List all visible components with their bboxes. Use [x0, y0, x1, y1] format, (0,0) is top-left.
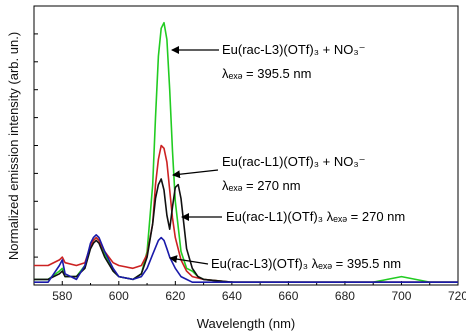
annotation-l1: Eu(rac-L1)(OTf)₃ λₑₓₔ = 270 nm: [181, 209, 405, 224]
x-axis-title: Wavelength (nm): [197, 316, 296, 331]
x-tick-label: 660: [278, 289, 298, 303]
series-layer: [34, 21, 458, 284]
x-tick-label: 600: [109, 289, 129, 303]
series-line: [34, 234, 458, 284]
annotation-l1-nitrate: Eu(rac-L1)(OTf)₃ + NO₃⁻ λₑₓₔ = 270 nm: [172, 154, 366, 193]
x-tick-label: 700: [391, 289, 411, 303]
x-tick-label: 620: [165, 289, 185, 303]
x-axis-ticks: 580 600 620 640 660 680 700 720: [33, 281, 466, 303]
annotation-label: Eu(rac-L3)(OTf)₃ + NO₃⁻: [222, 42, 366, 57]
series-line: [34, 21, 458, 284]
annotation-arrow: [169, 255, 209, 265]
annotation-l3-nitrate: Eu(rac-L3)(OTf)₃ + NO₃⁻ λₑₓₔ = 395.5 nm: [171, 42, 366, 81]
y-axis-ticks: [34, 5, 38, 286]
annotation-label: Eu(rac-L1)(OTf)₃ λₑₓₔ = 270 nm: [226, 209, 405, 224]
x-tick-label: 580: [52, 289, 72, 303]
annotation-label: λₑₓₔ = 270 nm: [222, 178, 301, 193]
annotation-label: Eu(rac-L3)(OTf)₃ λₑₓₔ = 395.5 nm: [211, 256, 401, 271]
y-axis-title: Normalized emission intensity (arb. un.): [6, 32, 21, 260]
x-tick-label: 720: [448, 289, 466, 303]
x-tick-label: 680: [335, 289, 355, 303]
annotation-label: Eu(rac-L1)(OTf)₃ + NO₃⁻: [222, 154, 366, 169]
x-tick-label: 640: [222, 289, 242, 303]
annotation-l3: Eu(rac-L3)(OTf)₃ λₑₓₔ = 395.5 nm: [169, 255, 401, 271]
annotation-arrow: [172, 169, 219, 179]
annotation-label: λₑₓₔ = 395.5 nm: [222, 66, 311, 81]
